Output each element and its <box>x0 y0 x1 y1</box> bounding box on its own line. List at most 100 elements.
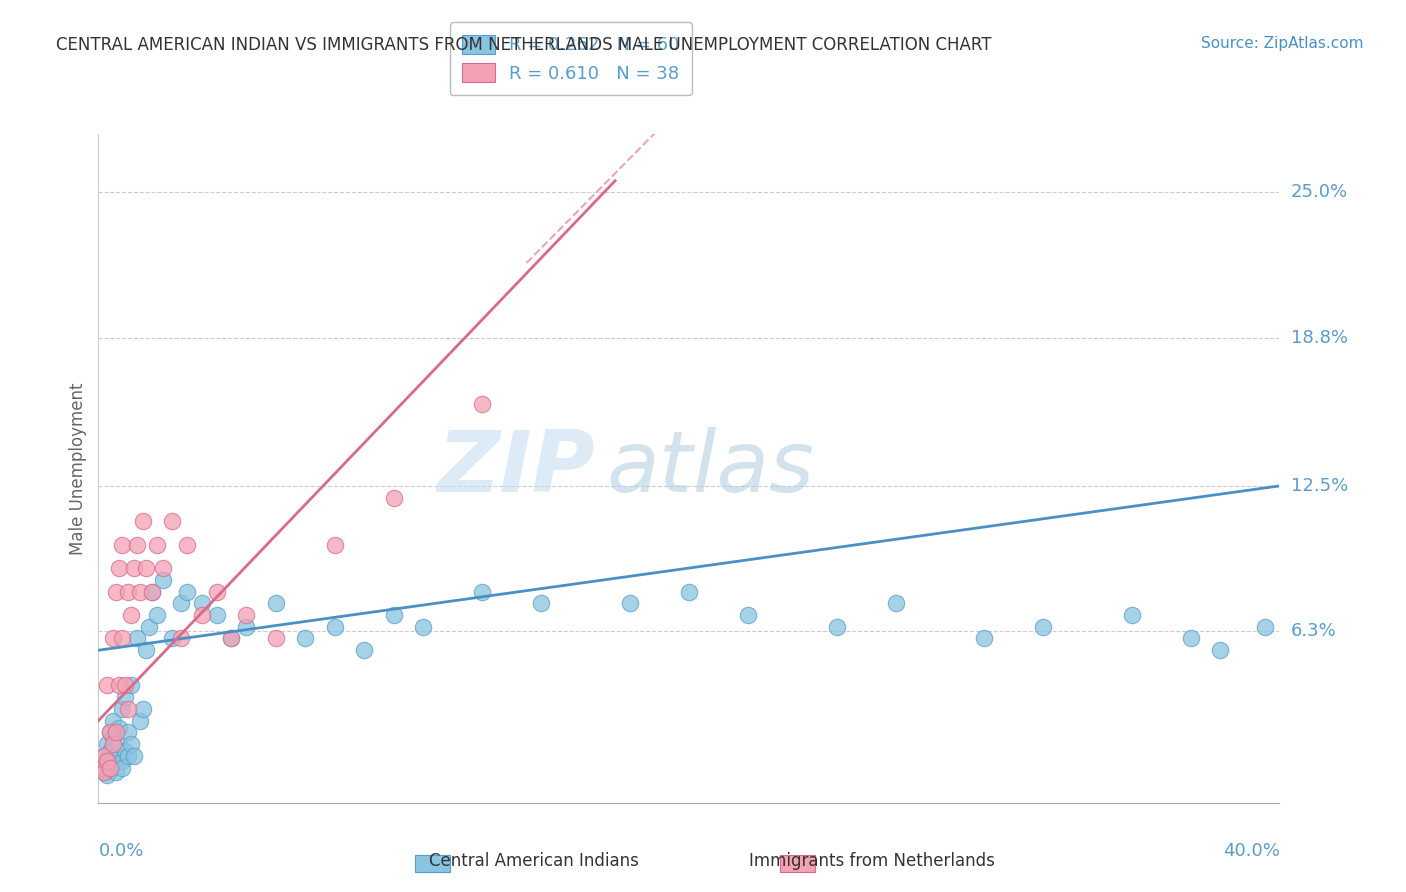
Point <box>108 561 131 575</box>
Point <box>152 573 174 587</box>
Point <box>93 748 115 763</box>
Point <box>128 714 150 728</box>
Text: ZIP: ZIP <box>437 426 595 510</box>
Point <box>205 584 228 599</box>
Text: 6.3%: 6.3% <box>1291 623 1336 640</box>
Point <box>146 538 169 552</box>
Point <box>111 632 134 646</box>
Text: 25.0%: 25.0% <box>1291 184 1348 202</box>
Point <box>353 643 375 657</box>
Point <box>103 730 125 744</box>
Point <box>98 725 121 739</box>
Point <box>141 584 163 599</box>
Point <box>264 632 287 646</box>
Point <box>122 748 145 763</box>
Point <box>205 607 228 622</box>
Point <box>973 632 995 646</box>
Point <box>132 702 155 716</box>
Point <box>135 561 157 575</box>
Point <box>117 584 139 599</box>
Y-axis label: Male Unemployment: Male Unemployment <box>69 382 87 555</box>
Point <box>105 748 128 763</box>
Legend: R = 0.262   N = 60, R = 0.610   N = 38: R = 0.262 N = 60, R = 0.610 N = 38 <box>450 22 692 95</box>
Text: 18.8%: 18.8% <box>1291 329 1347 347</box>
Point <box>170 632 193 646</box>
Point <box>111 761 134 775</box>
Point <box>114 744 136 758</box>
Point <box>1254 620 1277 634</box>
Point <box>93 765 115 780</box>
Point <box>125 632 148 646</box>
Point <box>105 765 128 780</box>
Point <box>122 561 145 575</box>
Point <box>1209 643 1232 657</box>
Point <box>125 538 148 552</box>
Point <box>120 678 142 692</box>
Point <box>412 620 434 634</box>
Point <box>219 632 242 646</box>
Point <box>120 737 142 751</box>
Point <box>1180 632 1202 646</box>
Text: 12.5%: 12.5% <box>1291 477 1348 495</box>
Text: CENTRAL AMERICAN INDIAN VS IMMIGRANTS FROM NETHERLANDS MALE UNEMPLOYMENT CORRELA: CENTRAL AMERICAN INDIAN VS IMMIGRANTS FR… <box>56 36 991 54</box>
Point <box>108 678 131 692</box>
Point <box>93 748 115 763</box>
Point <box>96 767 118 781</box>
Text: atlas: atlas <box>606 426 814 510</box>
Point <box>111 538 134 552</box>
Point <box>98 725 121 739</box>
Point <box>114 678 136 692</box>
Point <box>96 737 118 751</box>
Point <box>98 744 121 758</box>
Point <box>146 607 169 622</box>
Point <box>825 620 848 634</box>
Point <box>138 620 160 634</box>
Point <box>105 725 128 739</box>
Text: Immigrants from Netherlands: Immigrants from Netherlands <box>749 852 994 870</box>
Point <box>103 756 125 770</box>
Point <box>235 607 257 622</box>
Point <box>96 754 118 768</box>
Point <box>117 748 139 763</box>
Point <box>162 632 183 646</box>
Point <box>111 754 134 768</box>
Point <box>96 678 118 692</box>
Point <box>323 620 346 634</box>
Point <box>323 538 346 552</box>
Point <box>141 584 163 599</box>
Point <box>111 702 134 716</box>
Point <box>93 765 115 780</box>
Point <box>294 632 316 646</box>
Point <box>1032 620 1054 634</box>
Point <box>105 584 128 599</box>
Point <box>191 607 214 622</box>
Point <box>98 763 121 777</box>
Point <box>108 721 131 735</box>
Point <box>191 596 214 610</box>
Point <box>96 754 118 768</box>
Point <box>382 607 405 622</box>
Point <box>98 761 121 775</box>
Point <box>176 538 198 552</box>
Point <box>114 690 136 705</box>
Text: 0.0%: 0.0% <box>98 842 143 860</box>
Point <box>471 584 494 599</box>
Point <box>120 607 142 622</box>
Point <box>135 643 157 657</box>
Point <box>117 725 139 739</box>
Point <box>219 632 242 646</box>
Point <box>162 514 183 528</box>
Point <box>884 596 907 610</box>
Point <box>264 596 287 610</box>
Point <box>90 761 112 775</box>
Point <box>103 714 125 728</box>
Point <box>108 737 131 751</box>
Point <box>170 596 193 610</box>
Point <box>176 584 198 599</box>
Point <box>530 596 553 610</box>
Point <box>90 761 112 775</box>
Point <box>737 607 759 622</box>
Point <box>128 584 150 599</box>
Point <box>471 397 494 411</box>
Point <box>235 620 257 634</box>
